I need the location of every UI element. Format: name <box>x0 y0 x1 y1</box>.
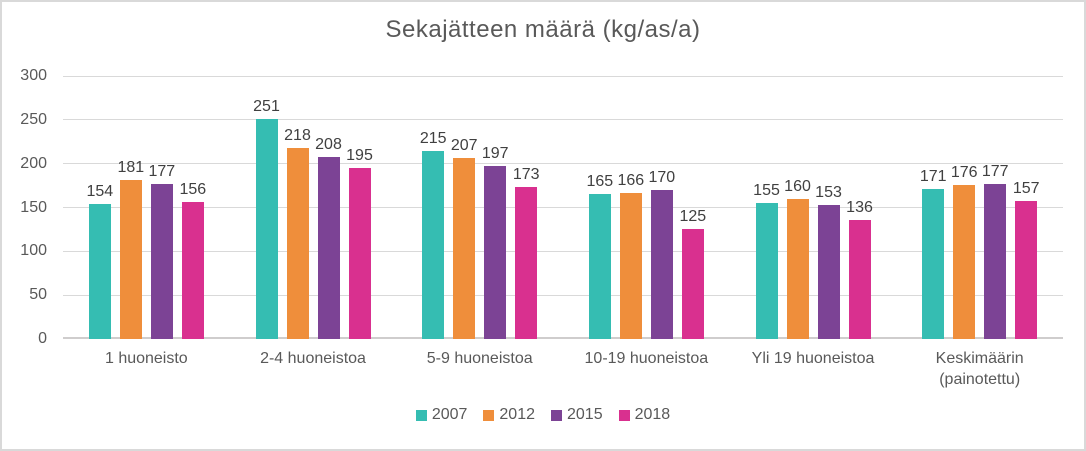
category-label-6: Keskimäärin (painotettu) <box>935 350 1024 388</box>
legend-item-2015: 2015 <box>551 406 603 424</box>
bar-2012-cat3: 207 <box>451 137 478 339</box>
legend-label-2015: 2015 <box>567 406 603 423</box>
legend-item-2018: 2018 <box>618 406 671 424</box>
category-label-2: 2-4 huoneistoa <box>260 350 366 367</box>
bar-group-4: 165 166 170 125 <box>563 76 730 339</box>
bar-value-label: 154 <box>86 183 114 200</box>
bar-value-label: 171 <box>919 168 947 186</box>
y-tick-label-300: 300 <box>20 67 47 84</box>
bar-value-label: 197 <box>481 145 509 163</box>
bar-value-label: 165 <box>586 173 614 191</box>
bar-value-label: 177 <box>981 162 1009 180</box>
bar-value-label: 125 <box>679 208 707 226</box>
legend-item-2012: 2012 <box>483 406 535 424</box>
bar-value-label: 156 <box>179 181 207 199</box>
gridline-50 <box>63 294 1063 296</box>
bar-value-label: 207 <box>450 136 478 154</box>
bar-2015-cat6: 177 <box>982 163 1009 339</box>
bar-group-2: 251 218 208 195 <box>230 76 397 339</box>
bar-2012-cat5: 160 <box>784 178 811 339</box>
bar-2012-cat1: 181 <box>117 159 144 339</box>
bar-value-label: 177 <box>148 162 176 180</box>
bar-group-1: 154 181 177 156 <box>63 76 230 339</box>
category-label-1: 1 huoneisto <box>104 350 188 367</box>
bar-2007-cat2: 251 <box>253 98 280 339</box>
bar-value-label: 195 <box>346 147 373 165</box>
bar-2007-cat6: 171 <box>920 168 947 339</box>
bar-value-label: 208 <box>315 135 342 153</box>
bar-value-label: 153 <box>815 183 842 201</box>
y-tick-label-0: 0 <box>38 330 47 347</box>
legend-swatch-2018 <box>618 409 630 421</box>
category-label-5: Yli 19 huoneistoa <box>751 350 875 367</box>
gridline-300 <box>63 75 1063 77</box>
bar-2007-cat4: 165 <box>586 173 613 339</box>
plot-area: 0 50 100 150 200 250 300 154 181 177 156 251 218 208 1… <box>20 67 1063 347</box>
gridline-200 <box>63 163 1063 165</box>
bar-2012-cat6: 176 <box>951 164 978 339</box>
bar-value-label: 155 <box>753 182 780 200</box>
bar-2015-cat1: 177 <box>148 163 175 339</box>
bar-value-label: 251 <box>253 97 280 115</box>
y-tick-label-150: 150 <box>20 198 47 216</box>
bar-value-label: 170 <box>648 168 676 186</box>
y-tick-label-200: 200 <box>20 154 47 172</box>
bar-2018-cat5: 136 <box>846 199 873 339</box>
bar-value-label: 215 <box>419 129 447 147</box>
bar-value-label: 166 <box>617 172 645 190</box>
bar-2015-cat4: 170 <box>648 169 675 339</box>
bar-2012-cat2: 218 <box>284 127 311 339</box>
bar-value-label: 173 <box>512 166 540 184</box>
y-tick-label-100: 100 <box>20 242 47 260</box>
bar-group-6: 171 176 177 157 <box>896 76 1063 339</box>
bar-2012-cat4: 166 <box>617 172 644 339</box>
bar-2015-cat5: 153 <box>815 184 842 339</box>
bar-2018-cat3: 173 <box>513 166 540 339</box>
legend: 2007 2012 2015 2018 <box>2 406 1084 424</box>
legend-label-2018: 2018 <box>634 406 671 423</box>
bar-2015-cat2: 208 <box>315 136 342 339</box>
category-axis: 1 huoneisto 2-4 huoneistoa 5-9 huoneistoa 1… <box>63 348 1063 390</box>
category-label-3: 5-9 huoneistoa <box>426 350 533 367</box>
bar-2015-cat3: 197 <box>482 145 509 339</box>
legend-label-2012: 2012 <box>499 406 535 423</box>
legend-swatch-2015 <box>551 409 562 421</box>
legend-label-2007: 2007 <box>431 406 468 423</box>
legend-swatch-2007 <box>415 409 427 421</box>
bar-2018-cat1: 156 <box>179 181 206 339</box>
gridline-250 <box>63 119 1063 121</box>
category-label-4: 10-19 huoneistoa <box>584 350 709 367</box>
chart-title: Sekajätteen määrä (kg/as/a) <box>385 16 701 43</box>
bar-value-label: 218 <box>284 126 311 144</box>
bar-2007-cat3: 215 <box>420 130 447 339</box>
legend-swatch-2012 <box>483 409 495 421</box>
y-tick-label-250: 250 <box>20 110 47 128</box>
bar-value-label: 157 <box>1012 180 1040 198</box>
bar-2018-cat6: 157 <box>1013 180 1040 339</box>
bar-2018-cat4: 125 <box>679 208 706 339</box>
bar-value-label: 181 <box>117 159 145 177</box>
bar-value-label: 176 <box>950 163 978 181</box>
gridline-100 <box>63 250 1063 252</box>
bar-value-label: 160 <box>784 177 811 195</box>
bar-group-3: 215 207 197 173 <box>396 76 563 339</box>
bar-2007-cat1: 154 <box>86 183 113 339</box>
bar-2007-cat5: 155 <box>753 182 780 339</box>
bar-2018-cat2: 195 <box>346 147 373 339</box>
gridline-150 <box>63 207 1063 208</box>
bar-group-5: 155 160 153 136 <box>730 76 897 339</box>
y-tick-label-50: 50 <box>29 286 47 304</box>
x-axis-line <box>63 337 1063 339</box>
legend-item-2007: 2007 <box>415 406 468 424</box>
bar-value-label: 136 <box>846 198 873 216</box>
